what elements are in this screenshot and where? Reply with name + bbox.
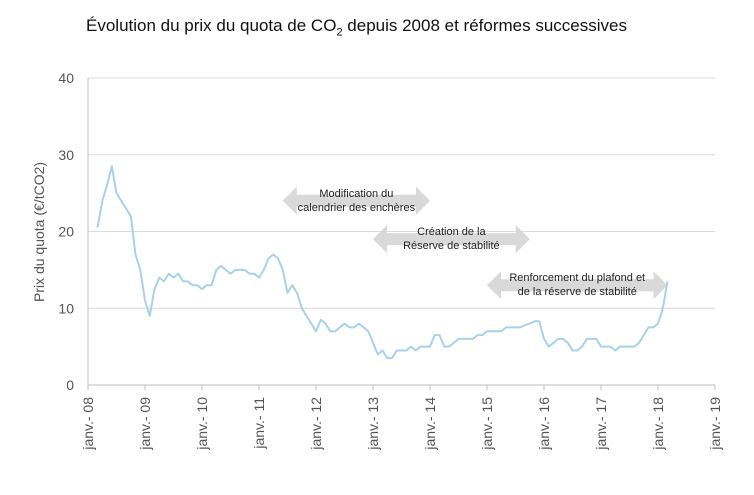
x-tick-label: janv.- 08 xyxy=(80,397,96,451)
y-tick-label: 30 xyxy=(58,147,74,163)
annotation-text: calendrier des enchères xyxy=(298,202,416,214)
annotation-arrow xyxy=(282,186,430,215)
annotation-text: Réserve de stabilité xyxy=(403,240,500,252)
annotations: Modification du calendrier des enchèresCr… xyxy=(282,186,668,300)
x-tick-label: janv.- 19 xyxy=(707,397,723,451)
x-tick-label: janv.- 10 xyxy=(194,397,210,451)
x-tick-label: janv.- 14 xyxy=(422,397,438,451)
x-tick-label: janv.- 15 xyxy=(479,397,495,451)
chart-title: Évolution du prix du quota de CO2 depuis… xyxy=(86,16,627,39)
y-tick-label: 0 xyxy=(66,377,74,393)
x-tick-label: janv.- 18 xyxy=(650,397,666,451)
y-tick-label: 10 xyxy=(58,300,74,316)
annotation-arrow xyxy=(487,271,668,300)
annotation-arrow xyxy=(373,225,530,254)
series xyxy=(96,165,669,360)
x-tick-label: janv.- 09 xyxy=(137,397,153,451)
y-tick-label: 40 xyxy=(58,70,74,86)
price-line xyxy=(96,165,669,360)
x-tick-labels: janv.- 08 janv.- 09 janv.- 10 janv.- 11 janv… xyxy=(80,385,723,451)
gridlines xyxy=(88,77,715,309)
x-tick-label: janv.- 11 xyxy=(251,397,267,450)
annotation-text: Renforcement du plafond et xyxy=(509,272,645,284)
x-tick-label: janv.- 17 xyxy=(593,397,609,451)
y-tick-label: 20 xyxy=(58,224,74,240)
y-tick-labels: 0 10 20 30 40 xyxy=(58,70,74,393)
annotation-text: Création de la xyxy=(417,226,486,238)
x-tick-label: janv.- 16 xyxy=(536,397,552,451)
annotation-text: Modification du xyxy=(319,188,393,200)
y-axis-label: Prix du quota (€/tCO2) xyxy=(31,162,47,302)
x-tick-label: janv.- 12 xyxy=(308,397,324,451)
annotation-text: de la réserve de stabilité xyxy=(518,286,637,298)
x-tick-label: janv.- 13 xyxy=(365,397,381,451)
axes xyxy=(87,78,715,386)
